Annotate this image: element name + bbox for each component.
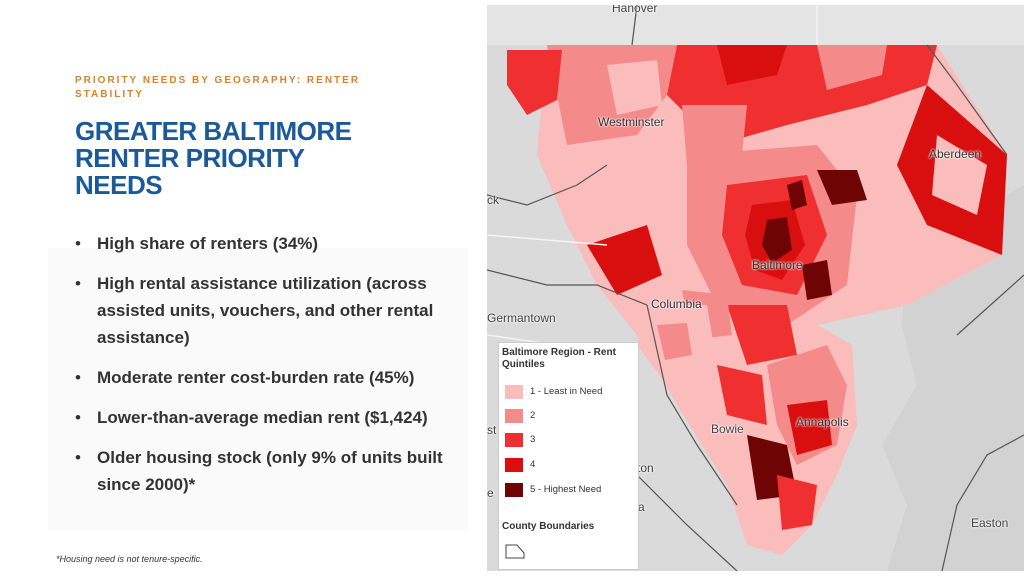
place-label-edge-ton: ton <box>637 461 654 475</box>
bullet-text: Moderate renter cost-burden rate (45%) <box>97 368 415 387</box>
legend-swatch <box>505 409 523 423</box>
county-boundary-icon <box>505 544 525 559</box>
legend-item: 4 <box>505 457 635 473</box>
place-label-germantown: Germantown <box>487 311 556 325</box>
place-label-westminster: Westminster <box>598 115 665 129</box>
place-label-bowie: Bowie <box>711 422 744 436</box>
bullet-text: High share of renters (34%) <box>97 234 319 253</box>
place-label-aberdeen: Aberdeen <box>929 147 982 161</box>
legend-item: 2 <box>505 408 635 424</box>
place-label-edge-st: st <box>487 423 497 437</box>
page-title: GREATER BALTIMORE RENTER PRIORITY NEEDS <box>75 116 352 200</box>
legend-swatch <box>505 483 523 497</box>
place-label-easton: Easton <box>971 516 1009 530</box>
map-legend: Baltimore Region - Rent Quintiles 1 - Le… <box>498 342 639 570</box>
bullet-glyph: • <box>75 368 81 387</box>
legend-item: 5 - Highest Need <box>505 482 635 498</box>
section-eyebrow: PRIORITY NEEDS BY GEOGRAPHY: RENTER STAB… <box>75 75 361 100</box>
bullet-item: • High rental assistance utilization (acr… <box>75 270 470 351</box>
place-label-edge-e: e <box>487 486 494 500</box>
legend-item: 3 <box>505 432 635 448</box>
place-label-annapolis: Annapolis <box>796 415 849 429</box>
legend-swatch <box>505 433 523 447</box>
legend-item: 1 - Least in Need <box>505 384 635 400</box>
boundary-legend-title: County Boundaries <box>502 521 595 532</box>
bullet-text: Lower-than-average median rent ($1,424) <box>97 408 428 427</box>
place-label-hanover: Hanover <box>612 5 658 15</box>
legend-title: Baltimore Region - Rent Quintiles <box>502 347 616 370</box>
bullet-item: • Lower-than-average median rent ($1,424) <box>75 404 470 431</box>
bullet-list: • High share of renters (34%) • High renta… <box>75 230 470 511</box>
place-label-edge-ck: ck <box>487 193 499 207</box>
bullet-glyph: • <box>75 274 81 293</box>
bullet-text: Older housing stock (only 9% of units bu… <box>97 448 443 494</box>
bullet-item: • Moderate renter cost-burden rate (45%) <box>75 364 470 391</box>
text-panel: PRIORITY NEEDS BY GEOGRAPHY: RENTER STAB… <box>0 0 487 576</box>
bullet-item: • High share of renters (34%) <box>75 230 470 257</box>
legend-label: 1 - Least in Need <box>530 386 603 397</box>
legend-label: 2 <box>530 410 536 421</box>
place-label-baltimore: Baltimore <box>752 258 803 272</box>
legend-label: 5 - Highest Need <box>530 484 602 495</box>
bullet-item: • Older housing stock (only 9% of units b… <box>75 444 470 498</box>
legend-label: 3 <box>530 434 536 445</box>
legend-swatch <box>505 385 523 399</box>
bullet-text: High rental assistance utilization (acro… <box>97 274 434 347</box>
place-label-edge-a: a <box>638 500 645 514</box>
footnote: *Housing need is not tenure-specific. <box>56 554 203 564</box>
bullet-glyph: • <box>75 448 81 467</box>
bullet-glyph: • <box>75 408 81 427</box>
legend-label: 4 <box>530 459 536 470</box>
legend-swatch <box>505 458 523 472</box>
bullet-glyph: • <box>75 234 81 253</box>
bullet-background <box>48 248 468 530</box>
place-label-columbia: Columbia <box>651 297 702 311</box>
